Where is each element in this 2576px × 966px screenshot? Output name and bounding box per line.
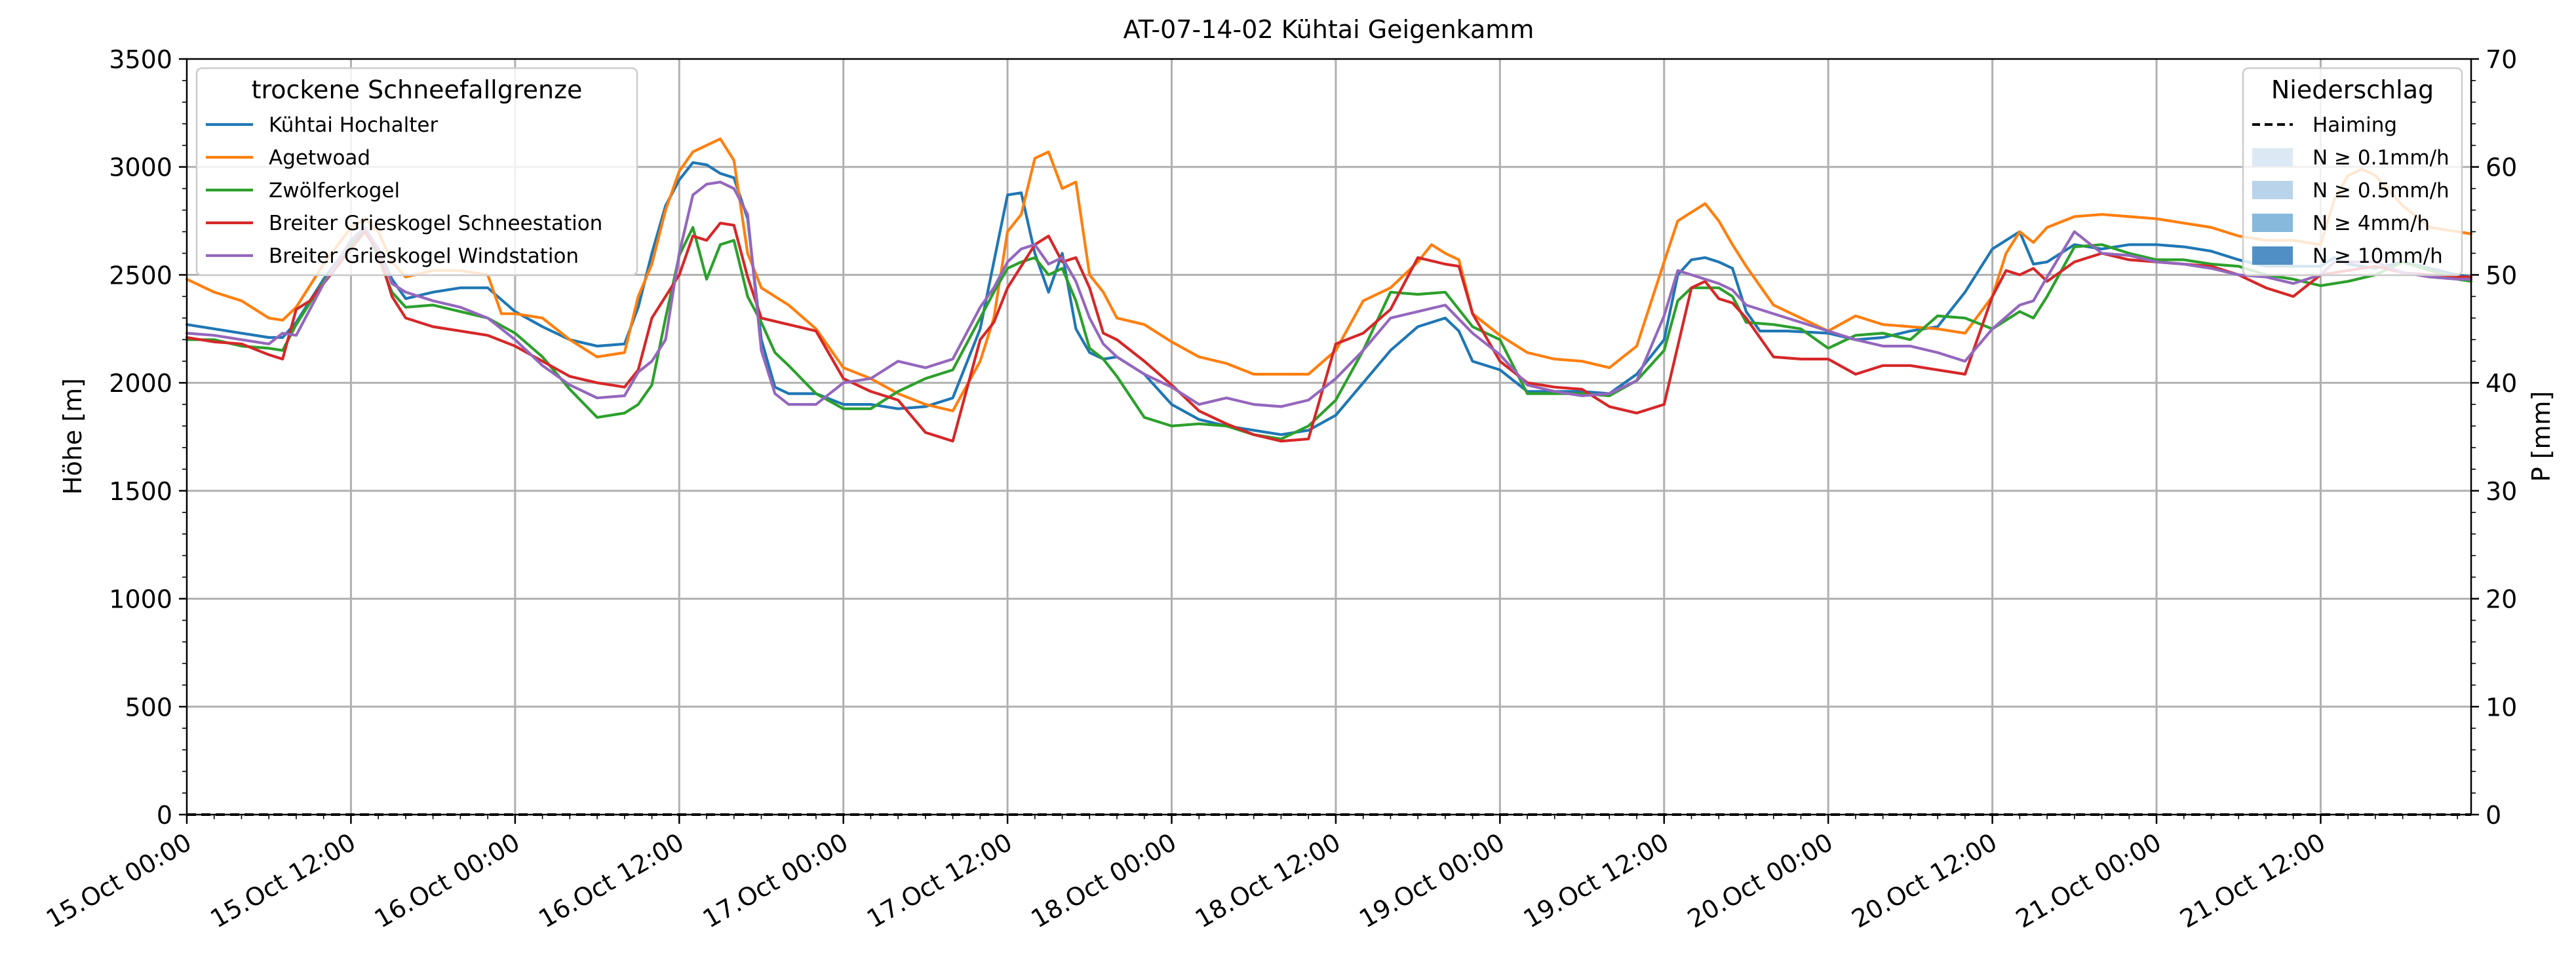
y2-tick-label: 30 [2486, 477, 2517, 506]
legend-label-series-1: Kühtai Hochalter [269, 113, 439, 137]
y2-tick-label: 40 [2486, 369, 2517, 398]
legend-left: trockene Schneefallgrenze Kühtai Hochalt… [195, 67, 638, 277]
legend-swatch-precip-3 [2252, 214, 2293, 232]
legend-swatch-precip-2 [2252, 181, 2293, 199]
legend-label-precip-1: N ≥ 0.1mm/h [2313, 146, 2449, 170]
y2-tick-label: 60 [2486, 153, 2517, 182]
y-tick-label: 3000 [109, 153, 172, 182]
legend-swatch-precip-1 [2252, 148, 2293, 166]
legend-left-frame [195, 67, 638, 277]
legend-label-series-4: Breiter Grieskogel Schneestation [269, 212, 602, 235]
legend-right-frame [2242, 67, 2463, 277]
y-tick-label: 2500 [109, 261, 172, 290]
y2-tick-label: 50 [2486, 261, 2517, 290]
y2-tick-label: 10 [2486, 693, 2517, 722]
legend-right-title: Niederschlag [2271, 75, 2434, 104]
legend-label-precip-4: N ≥ 10mm/h [2313, 244, 2443, 268]
y-tick-label: 2000 [109, 369, 172, 398]
legend-swatch-precip-4 [2252, 246, 2293, 265]
chart-title: AT-07-14-02 Kühtai Geigenkamm [1123, 15, 1534, 44]
legend-label-series-3: Zwölferkogel [269, 179, 400, 203]
y-tick-label: 500 [125, 693, 172, 722]
y-tick-label: 1500 [109, 477, 172, 506]
y-axis-label: Höhe [m] [58, 378, 87, 495]
legend-label-precip-2: N ≥ 0.5mm/h [2313, 179, 2449, 203]
y-tick-label: 3500 [109, 45, 172, 74]
legend-right: Niederschlag Haiming N ≥ 0.1mm/h N ≥ 0.5mm… [2242, 67, 2463, 277]
y2-tick-label: 20 [2486, 585, 2517, 614]
legend-label-precip-0: Haiming [2313, 113, 2397, 137]
series-line-3 [185, 225, 2473, 440]
legend-label-series-2: Agetwoad [269, 146, 370, 170]
legend-label-series-5: Breiter Grieskogel Windstation [269, 244, 579, 268]
plot-frame [185, 58, 2472, 816]
legend-label-precip-3: N ≥ 4mm/h [2313, 212, 2430, 235]
series-line-2 [185, 137, 2473, 413]
y-tick-label: 1000 [109, 585, 172, 614]
legend-left-title: trockene Schneefallgrenze [252, 75, 583, 104]
y2-tick-label: 0 [2486, 801, 2501, 830]
series-line-5 [185, 180, 2473, 408]
y2-tick-label: 70 [2486, 45, 2517, 74]
y2-axis-label: P [mm] [2527, 391, 2556, 482]
y-tick-label: 0 [157, 801, 172, 830]
